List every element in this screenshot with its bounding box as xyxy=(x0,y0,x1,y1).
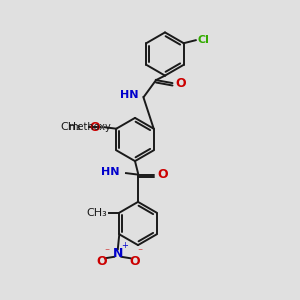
Text: methoxy: methoxy xyxy=(68,122,111,132)
Text: HN: HN xyxy=(119,90,138,100)
Text: O: O xyxy=(96,255,106,268)
Text: +: + xyxy=(122,241,128,250)
Text: O: O xyxy=(157,168,167,181)
Text: O: O xyxy=(129,255,140,268)
Text: HN: HN xyxy=(101,167,120,177)
Text: N: N xyxy=(112,247,123,260)
Text: ⁻: ⁻ xyxy=(104,247,110,257)
Text: CH₃: CH₃ xyxy=(86,208,107,218)
Text: CH₃: CH₃ xyxy=(60,122,81,132)
Text: O: O xyxy=(175,76,185,90)
Text: ⁻: ⁻ xyxy=(137,247,142,257)
Text: O: O xyxy=(90,121,101,134)
Text: Cl: Cl xyxy=(197,35,209,45)
